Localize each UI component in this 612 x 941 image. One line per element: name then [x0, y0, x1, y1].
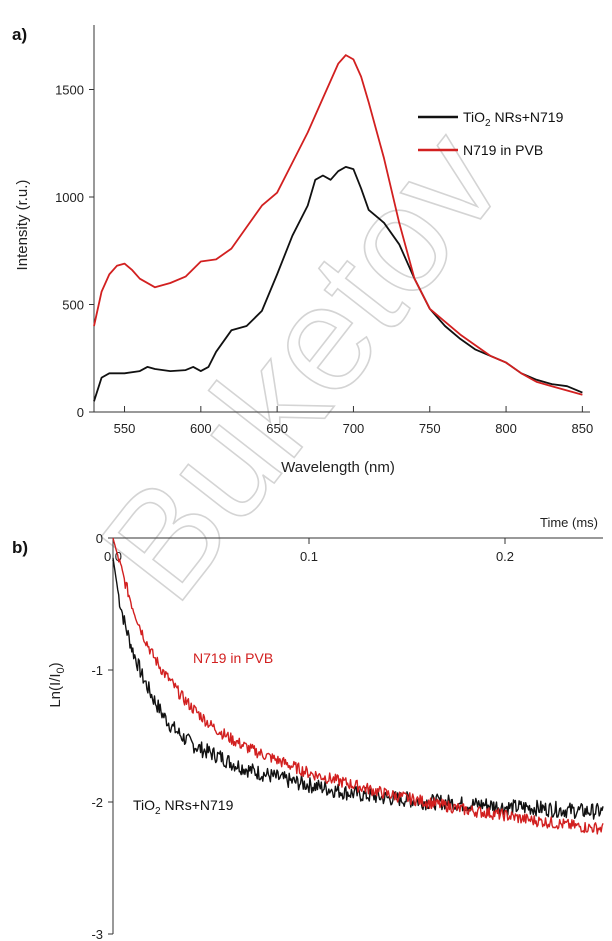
- panel-b-ytick-label: -3: [91, 927, 103, 941]
- panel-a-xtick-label: 700: [343, 421, 365, 436]
- panel-b-series: [112, 537, 604, 835]
- panel-a-ytick-label: 1500: [55, 83, 84, 98]
- legend-label-n719: N719 in PVB: [463, 142, 543, 158]
- panel-b-xtick-label: 0.1: [300, 549, 318, 564]
- panel-a-xtick-label: 850: [572, 421, 594, 436]
- panel-b-chart: b) 0.0 0.1 0.20-1-2-3 Time (ms) Ln(I/I0) N…: [12, 515, 604, 941]
- panel-b-ytick-label: -2: [91, 795, 103, 810]
- series-line-n719-in-pvb: [112, 537, 604, 835]
- panel-b-ylabel: Ln(I/I0): [47, 662, 67, 707]
- series-line-tio2-nrs-n719: [93, 166, 583, 402]
- panel-a-axes: 550 600 650 700 750 800 850 0 500 1000 1500: [55, 25, 593, 436]
- panel-a-ytick-label: 1000: [55, 190, 84, 205]
- series-line-n719-in-pvb: [93, 54, 583, 396]
- annotation-n719: N719 in PVB: [193, 650, 273, 666]
- panel-b-axes: 0.0 0.1 0.20-1-2-3: [91, 531, 603, 941]
- panel-a-xtick-label: 800: [495, 421, 517, 436]
- panel-a-legend: TiO2 NRs+N719 N719 in PVB: [418, 109, 564, 158]
- panel-a-xlabel: Wavelength (nm): [281, 459, 395, 476]
- panel-a-xtick-label: 600: [190, 421, 212, 436]
- panel-a-xtick-label: 550: [114, 421, 136, 436]
- panel-a-ytick-label: 0: [77, 405, 84, 420]
- panel-a-ytick-label: 500: [62, 298, 84, 313]
- panel-a-series: [93, 54, 583, 402]
- panel-b-ytick-label: 0: [96, 531, 103, 546]
- panel-b-xtick-label: 0.2: [496, 549, 514, 564]
- panel-b-xlabel: Time (ms): [540, 515, 598, 530]
- panel-b-label: b): [12, 538, 28, 557]
- panel-b-ytick-label: -1: [91, 663, 103, 678]
- legend-label-tio2: TiO2 NRs+N719: [463, 109, 564, 129]
- panel-a-xtick-label: 750: [419, 421, 441, 436]
- panel-a-xtick-label: 650: [266, 421, 288, 436]
- panel-a-ylabel: Intensity (r.u.): [14, 180, 31, 271]
- panel-a-chart: a) 550 600 650 700 750 800 850 0 500 1000 1500 Int…: [12, 25, 593, 476]
- panel-a-label: a): [12, 25, 27, 44]
- annotation-tio2: TiO2 NRs+N719: [133, 797, 234, 817]
